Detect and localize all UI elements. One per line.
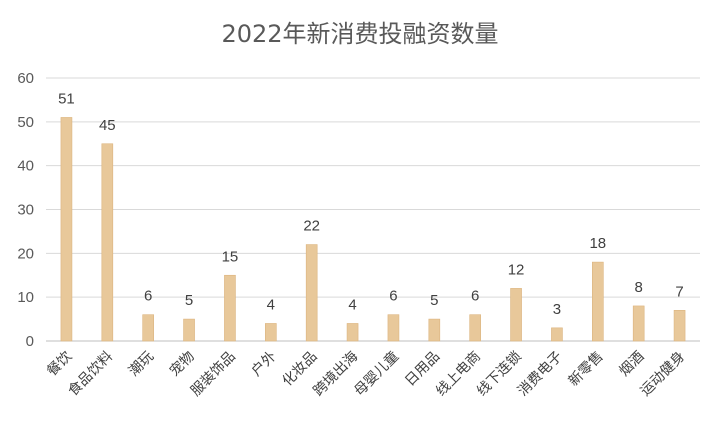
bar: [265, 323, 277, 342]
data-labels: 51 45 6 5 15 4 22 4 6 5 6 12 3 18 8 7: [58, 90, 684, 317]
data-label: 6: [389, 288, 397, 305]
data-label: 51: [58, 90, 75, 107]
bar: [101, 143, 114, 342]
data-label: 3: [553, 301, 561, 318]
x-tick-label: 消费电子: [515, 349, 566, 400]
bar: [469, 314, 481, 342]
bar: [632, 305, 645, 342]
data-label: 18: [589, 235, 606, 252]
x-tick-label: 宠物: [167, 349, 198, 380]
data-label: 6: [144, 288, 152, 305]
bar: [224, 274, 236, 342]
y-axis-ticks: 0 10 20 30 40 50 60: [17, 70, 34, 350]
y-tick-label: 60: [17, 70, 34, 87]
y-tick-label: 30: [17, 202, 34, 219]
data-label: 5: [185, 292, 193, 309]
bar: [673, 310, 686, 342]
bar: [387, 314, 400, 342]
data-label: 15: [222, 248, 239, 265]
data-label: 4: [267, 296, 275, 313]
x-tick-label: 新零售: [566, 349, 607, 390]
bar: [142, 314, 154, 342]
y-tick-label: 10: [17, 289, 34, 306]
data-label: 7: [675, 283, 683, 300]
y-tick-label: 0: [26, 333, 34, 350]
x-tick-label: 母婴儿童: [351, 348, 403, 400]
x-tick-label: 烟酒: [616, 349, 647, 380]
bar: [551, 327, 563, 342]
x-tick-label: 潮玩: [126, 349, 157, 380]
bar: [510, 288, 522, 342]
x-tick-label: 户外: [248, 348, 280, 380]
x-tick-label: 服装饰品: [188, 349, 239, 400]
data-label: 6: [471, 288, 479, 305]
chart-title: 2022年新消费投融资数量: [221, 20, 499, 48]
bar: [592, 261, 604, 342]
bar: [60, 117, 73, 342]
bar: [346, 323, 359, 342]
bar: [183, 318, 195, 342]
bar: [428, 318, 441, 342]
data-label: 8: [635, 279, 643, 296]
data-label: 12: [508, 261, 525, 278]
x-tick-label: 餐饮: [44, 349, 75, 380]
data-label: 22: [303, 218, 320, 235]
data-label: 5: [430, 292, 438, 309]
y-tick-label: 50: [17, 114, 34, 131]
bars: [60, 117, 686, 342]
bar: [305, 244, 318, 342]
x-tick-label: 食品饮料: [65, 348, 117, 400]
data-label: 45: [99, 117, 116, 134]
y-tick-label: 20: [17, 245, 34, 262]
x-tick-label: 运动健身: [637, 349, 688, 400]
y-tick-label: 40: [17, 158, 34, 175]
data-label: 4: [348, 296, 356, 313]
grid-lines: [46, 77, 700, 342]
